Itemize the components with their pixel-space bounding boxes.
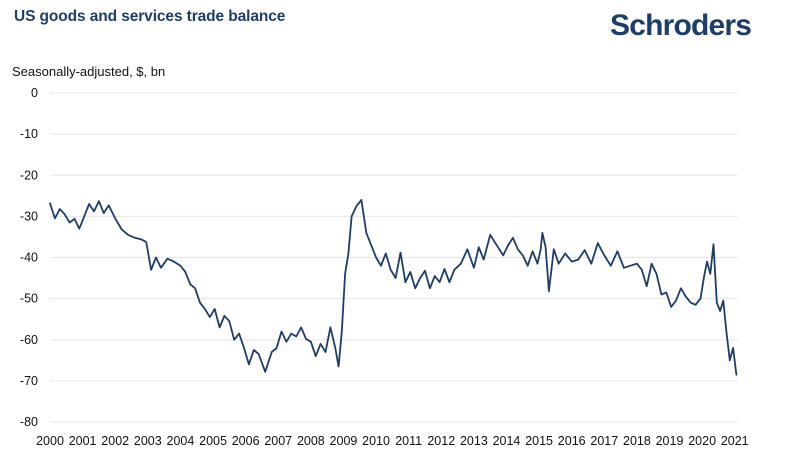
x-tick-label: 2010 — [362, 434, 390, 448]
x-tick-label: 2018 — [623, 434, 651, 448]
series-group — [49, 198, 738, 376]
brand-logo: Schroders — [610, 9, 752, 42]
series-line — [49, 198, 738, 376]
x-tick-label: 2005 — [199, 434, 227, 448]
x-tick-label: 2007 — [264, 434, 292, 448]
x-tick-label: 2013 — [460, 434, 488, 448]
y-tick-label: -50 — [20, 292, 38, 306]
y-tick-label: 0 — [31, 86, 38, 100]
x-tick-label: 2009 — [330, 434, 358, 448]
x-tick-label: 2012 — [427, 434, 455, 448]
y-tick-label: -30 — [20, 209, 38, 223]
x-tick-label: 2016 — [558, 434, 586, 448]
x-tick-label: 2020 — [688, 434, 716, 448]
x-tick-label: 2006 — [232, 434, 260, 448]
y-tick-label: -40 — [20, 251, 38, 265]
y-tick-labels: 0 -10 -20 -30 -40 -50 -60 -70 -80 — [20, 86, 38, 429]
x-tick-label: 2019 — [656, 434, 684, 448]
x-tick-label: 2003 — [134, 434, 162, 448]
x-tick-label: 2015 — [525, 434, 553, 448]
x-tick-label: 2011 — [395, 434, 422, 448]
x-tick-label: 2001 — [69, 434, 97, 448]
x-tick-label: 2004 — [167, 434, 195, 448]
x-tick-label: 2021 — [721, 434, 749, 448]
x-tick-label: 2002 — [101, 434, 129, 448]
y-tick-label: -70 — [20, 374, 38, 388]
x-tick-label: 2017 — [590, 434, 618, 448]
x-tick-label: 2014 — [493, 434, 521, 448]
gridlines — [50, 92, 738, 423]
x-tick-labels: 2000 2001 2002 2003 2004 2005 2006 2007 2008 2009… — [36, 434, 749, 448]
y-axis-label: Seasonally-adjusted, $, bn — [12, 64, 166, 79]
y-tick-label: -10 — [20, 127, 38, 141]
chart-title: US goods and services trade balance — [14, 8, 286, 25]
x-tick-label: 2000 — [36, 434, 64, 448]
y-tick-label: -60 — [20, 333, 38, 347]
x-tick-label: 2008 — [297, 434, 325, 448]
y-tick-label: -20 — [20, 168, 38, 182]
y-tick-label: -80 — [20, 415, 38, 429]
